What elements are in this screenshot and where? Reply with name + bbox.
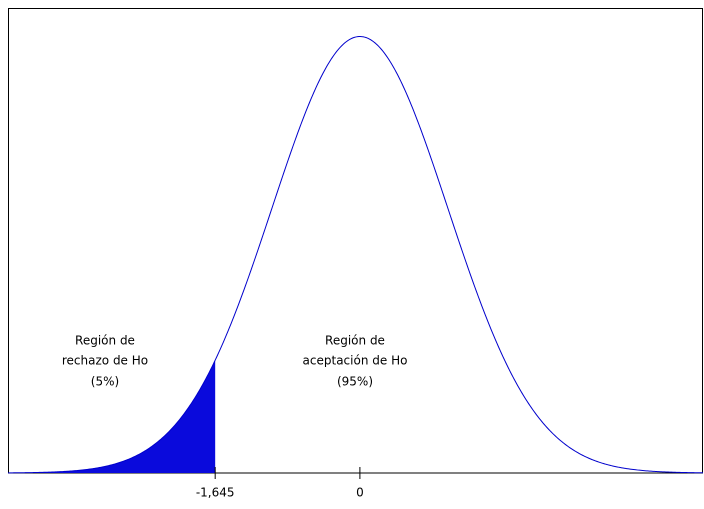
density-curve bbox=[7, 36, 704, 474]
rejection-area bbox=[8, 360, 216, 473]
annotation: Región de bbox=[325, 334, 385, 348]
x-tick-label: 0 bbox=[356, 486, 364, 500]
annotation: (5%) bbox=[91, 375, 119, 389]
annotation: (95%) bbox=[337, 375, 373, 389]
annotation: rechazo de Ho bbox=[62, 354, 148, 368]
annotation: Región de bbox=[75, 334, 135, 348]
annotation: aceptación de Ho bbox=[303, 354, 408, 368]
x-tick-label: -1,645 bbox=[196, 486, 235, 500]
plot-frame bbox=[8, 8, 703, 474]
